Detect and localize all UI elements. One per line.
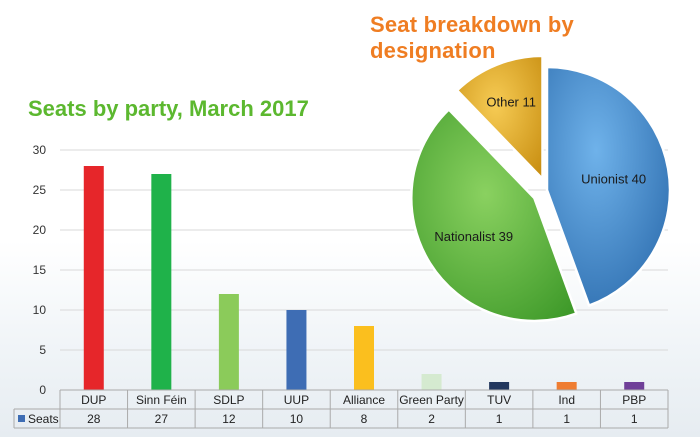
pie-slice-label: Unionist 40: [581, 171, 646, 186]
table-value: 1: [631, 412, 638, 426]
y-tick-label: 20: [33, 223, 47, 237]
table-value: 12: [222, 412, 236, 426]
bar-sdlp: [218, 294, 239, 390]
pie-slice-unionist: [545, 65, 672, 307]
bar-ind: [556, 382, 577, 390]
y-tick-label: 0: [39, 383, 46, 397]
x-category-label: Sinn Féin: [136, 393, 187, 407]
bar-tuv: [489, 382, 510, 390]
legend-key-label: Seats: [28, 412, 59, 426]
bar-pbp: [624, 382, 645, 390]
x-category-label: TUV: [487, 393, 511, 407]
bar-uup: [286, 310, 307, 390]
pie-slice-nationalist: [410, 108, 578, 323]
bar-chart-title: Seats by party, March 2017: [28, 96, 309, 121]
y-tick-label: 5: [39, 343, 46, 357]
pie-chart: Unionist 40 Nationalist 39 Other 11: [410, 54, 672, 323]
table-value: 27: [155, 412, 169, 426]
table-value: 28: [87, 412, 101, 426]
x-category-label: UUP: [284, 393, 309, 407]
y-tick-label: 30: [33, 143, 47, 157]
x-category-label: PBP: [622, 393, 646, 407]
bar-sinn-f-in: [151, 174, 172, 390]
table-value: 8: [361, 412, 368, 426]
y-tick-label: 15: [33, 263, 47, 277]
table-value: 10: [290, 412, 304, 426]
table-value: 1: [496, 412, 503, 426]
pie-slice-label: Other 11: [486, 94, 536, 109]
x-category-label: Alliance: [343, 393, 385, 407]
table-value: 2: [428, 412, 435, 426]
x-category-label: Ind: [558, 393, 575, 407]
y-tick-label: 10: [33, 303, 47, 317]
y-tick-label: 25: [33, 183, 47, 197]
table-value: 1: [563, 412, 570, 426]
bar-alliance: [354, 326, 374, 390]
pie-chart-title: Seat breakdown by designation: [370, 12, 574, 63]
x-category-label: DUP: [81, 393, 106, 407]
x-category-label: Green Party: [399, 393, 464, 407]
x-category-label: SDLP: [213, 393, 244, 407]
pie-slice-label: Nationalist 39: [434, 229, 513, 244]
pie-slice-other: [455, 54, 544, 181]
bar-dup: [83, 166, 104, 390]
bar-green-party: [421, 374, 442, 390]
legend-key-swatch: [18, 415, 25, 422]
